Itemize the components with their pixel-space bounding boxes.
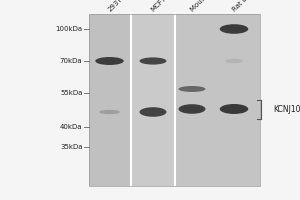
Ellipse shape: [178, 104, 206, 114]
Bar: [176, 14, 260, 186]
Text: 35kDa: 35kDa: [60, 144, 82, 150]
Ellipse shape: [220, 24, 248, 34]
Text: 70kDa: 70kDa: [60, 58, 82, 64]
Text: 100kDa: 100kDa: [56, 26, 82, 32]
Text: Mouse brain: Mouse brain: [189, 0, 224, 13]
Ellipse shape: [140, 107, 166, 117]
Ellipse shape: [225, 59, 243, 63]
Text: 293T: 293T: [107, 0, 124, 13]
Text: 40kDa: 40kDa: [60, 124, 82, 130]
Ellipse shape: [220, 104, 248, 114]
Text: MCF7: MCF7: [150, 0, 168, 13]
Bar: [88, 14, 260, 186]
Text: 55kDa: 55kDa: [60, 90, 82, 96]
Ellipse shape: [95, 57, 124, 65]
Ellipse shape: [99, 110, 120, 114]
Bar: [132, 14, 174, 186]
Bar: [88, 14, 130, 186]
Ellipse shape: [178, 86, 206, 92]
Text: Rat brain: Rat brain: [231, 0, 258, 13]
Ellipse shape: [140, 57, 166, 65]
Text: KCNJ10: KCNJ10: [273, 105, 300, 114]
